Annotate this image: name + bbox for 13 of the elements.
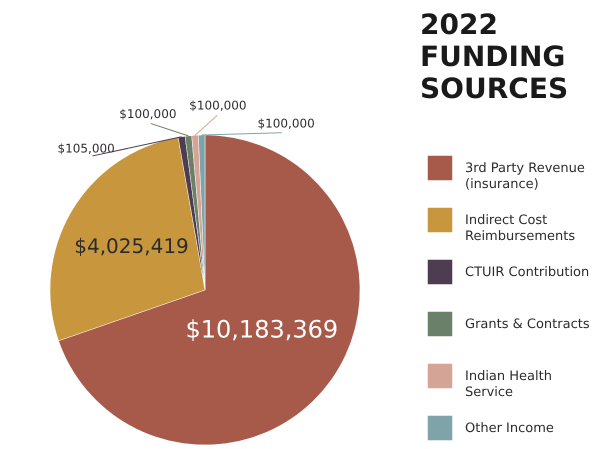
data-label: $10,183,369 [185,315,338,344]
data-label: $100,000 [119,107,176,122]
legend-label: Indian Health Service [465,369,552,400]
legend-label: Indirect Cost Reimbursements [465,213,576,244]
data-label: $4,025,419 [74,234,189,258]
legend-label: CTUIR Contribution [465,265,590,280]
legend-label: 3rd Party Revenue (insurance) [465,161,585,192]
data-label: $100,000 [189,98,247,112]
data-label: $100,000 [257,116,315,131]
legend-label: Other Income [465,421,554,436]
data-label: $105,000 [57,141,115,156]
chart-title: 2022 FUNDING SOURCES [420,8,568,105]
legend-label: Grants & Contracts [465,317,590,332]
